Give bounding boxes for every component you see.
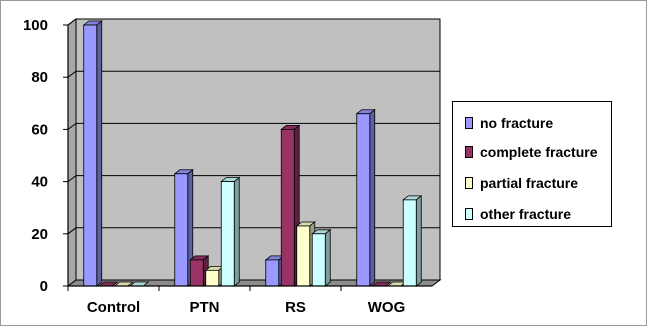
gridline	[67, 70, 440, 78]
gridline	[67, 227, 440, 235]
bar-ptn-other-fracture	[220, 176, 241, 287]
bar-wog-no-fracture	[355, 108, 376, 287]
x-tick-label: PTN	[190, 299, 220, 316]
plot-back-wall	[75, 18, 441, 281]
plot-side-wall	[67, 18, 77, 287]
y-tick-label: 80	[31, 69, 48, 86]
legend-swatch	[465, 146, 473, 158]
gridline	[67, 175, 440, 183]
gridline	[67, 18, 440, 26]
bar-control-no-fracture	[82, 20, 103, 287]
y-tick-label: 0	[40, 278, 48, 295]
y-tick-label: 40	[31, 174, 48, 191]
legend-swatch	[465, 208, 473, 220]
legend-item-no-fracture: no fracture	[465, 114, 553, 132]
legend-item-partial-fracture: partial fracture	[465, 174, 578, 192]
x-tick-label: RS	[285, 299, 306, 316]
legend-label: no fracture	[480, 115, 554, 131]
legend-swatch	[465, 177, 473, 189]
gridline	[67, 122, 440, 130]
legend-item-other-fracture: other fracture	[465, 205, 571, 223]
bar-rs-other-fracture	[311, 228, 332, 287]
y-tick-label: 20	[31, 226, 48, 243]
legend-label: complete fracture	[480, 144, 598, 160]
legend-label: other fracture	[480, 206, 572, 222]
x-tick-label: WOG	[368, 299, 406, 316]
bar-ptn-no-fracture	[173, 168, 194, 287]
legend-item-complete-fracture: complete fracture	[465, 143, 597, 161]
legend: no fracture complete fracture partial fr…	[452, 101, 612, 227]
legend-label: partial fracture	[480, 175, 579, 191]
y-tick-label: 100	[23, 17, 48, 34]
bar-wog-other-fracture	[402, 195, 423, 287]
y-tick-label: 60	[31, 121, 48, 138]
x-tick-label: Control	[87, 299, 140, 316]
legend-swatch	[465, 117, 473, 129]
